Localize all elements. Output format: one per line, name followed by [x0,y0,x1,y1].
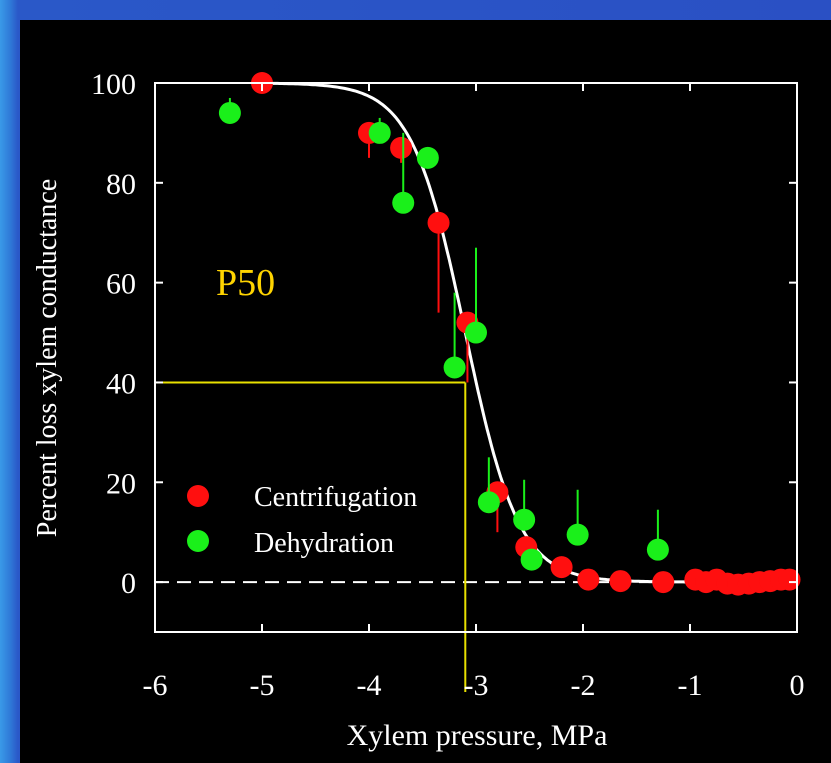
legend-label-dehydration: Dehydration [254,528,394,559]
centrifugation-point [577,568,600,591]
legend-marker-dehydration [187,530,209,552]
dehydration-point [392,191,415,214]
centrifugation-point [609,570,632,593]
x-axis-label: Xylem pressure, MPa [347,719,608,752]
legend-label-centrifugation: Centrifugation [254,482,417,513]
y-axis-label: Percent loss xylem conductance [32,179,63,537]
dehydration-point [416,146,439,169]
x-tick-label: -6 [143,669,168,702]
dehydration-point [368,121,391,144]
dehydration-point [443,356,466,379]
centrifugation-point [652,571,675,594]
x-tick-label: 0 [790,669,805,702]
y-tick-label: 20 [106,467,136,500]
y-tick-label: 60 [106,268,136,301]
x-tick-label: -5 [250,669,275,702]
x-tick-label: -4 [357,669,382,702]
x-tick-label: -2 [571,669,596,702]
legend: Centrifugation Dehydration [187,482,417,559]
chart-background [20,20,831,763]
y-tick-label: 100 [91,68,136,101]
p50-annotation: P50 [216,262,275,304]
y-tick-label: 0 [121,567,136,600]
dehydration-point [218,101,241,124]
dehydration-point [646,538,669,561]
dehydration-point [465,321,487,344]
legend-marker-centrifugation [187,485,209,507]
centrifugation-point [427,211,450,234]
dehydration-point [520,548,543,571]
dehydration-point [566,523,589,546]
dehydration-point [477,491,500,514]
centrifugation-point [390,136,413,159]
y-tick-label: 40 [106,367,136,400]
centrifugation-point [778,568,801,591]
y-tick-label: 80 [106,168,136,201]
dehydration-point [513,508,536,531]
x-tick-label: -1 [678,669,703,702]
centrifugation-point [550,556,573,579]
x-tick-label: -3 [464,669,489,702]
